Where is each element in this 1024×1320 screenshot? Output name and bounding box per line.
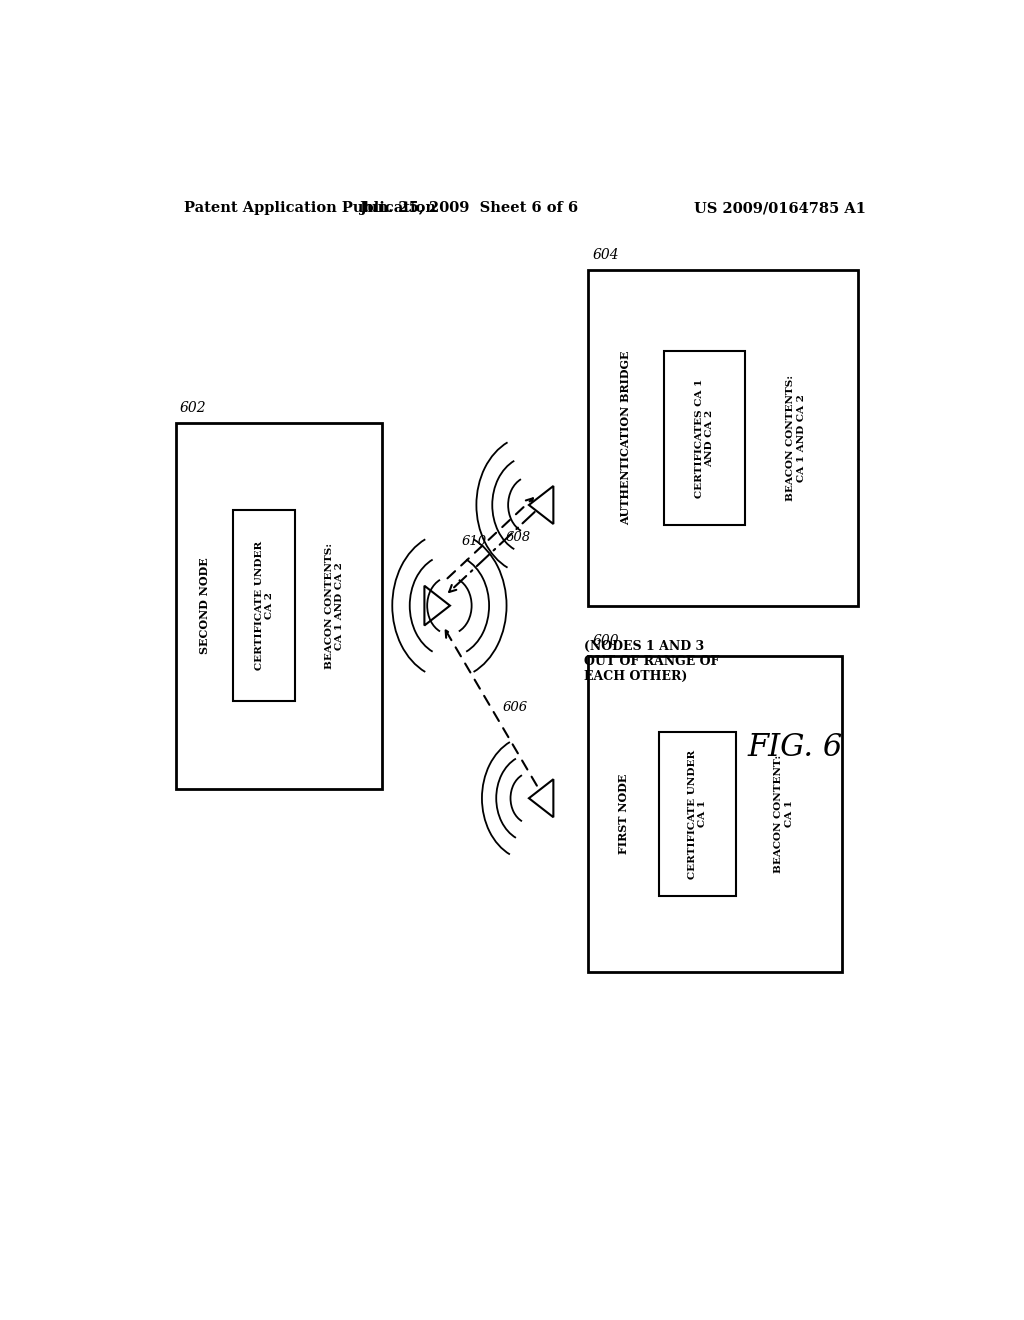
Text: US 2009/0164785 A1: US 2009/0164785 A1 bbox=[694, 201, 866, 215]
Text: SECOND NODE: SECOND NODE bbox=[199, 557, 210, 653]
Text: CERTIFICATE UNDER
CA 1: CERTIFICATE UNDER CA 1 bbox=[688, 750, 708, 879]
Text: (NODES 1 AND 3
OUT OF RANGE OF
EACH OTHER): (NODES 1 AND 3 OUT OF RANGE OF EACH OTHE… bbox=[585, 640, 720, 682]
Text: CERTIFICATES CA 1
AND CA 2: CERTIFICATES CA 1 AND CA 2 bbox=[694, 379, 714, 498]
Text: FIG. 6: FIG. 6 bbox=[746, 733, 843, 763]
Bar bbox=[588, 656, 842, 972]
Text: BEACON CONTENT:
CA 1: BEACON CONTENT: CA 1 bbox=[774, 755, 794, 873]
Bar bbox=[664, 351, 744, 525]
Text: CERTIFICATE UNDER
CA 2: CERTIFICATE UNDER CA 2 bbox=[255, 541, 274, 671]
Text: 602: 602 bbox=[179, 400, 206, 414]
Text: 604: 604 bbox=[592, 248, 618, 263]
Text: 600: 600 bbox=[592, 635, 618, 648]
Text: BEACON CONTENTS:
CA 1 AND CA 2: BEACON CONTENTS: CA 1 AND CA 2 bbox=[786, 375, 806, 502]
Text: BEACON CONTENTS:
CA 1 AND CA 2: BEACON CONTENTS: CA 1 AND CA 2 bbox=[325, 543, 344, 669]
Text: 610: 610 bbox=[462, 535, 487, 548]
Text: Jun. 25, 2009  Sheet 6 of 6: Jun. 25, 2009 Sheet 6 of 6 bbox=[360, 201, 579, 215]
Text: 606: 606 bbox=[503, 701, 527, 714]
Text: AUTHENTICATION BRIDGE: AUTHENTICATION BRIDGE bbox=[621, 351, 632, 525]
Bar bbox=[233, 511, 295, 701]
Bar bbox=[588, 271, 858, 606]
Text: 608: 608 bbox=[506, 531, 530, 544]
Bar bbox=[176, 422, 382, 788]
Bar bbox=[659, 733, 735, 896]
Text: Patent Application Publication: Patent Application Publication bbox=[183, 201, 435, 215]
Text: FIRST NODE: FIRST NODE bbox=[618, 774, 630, 854]
